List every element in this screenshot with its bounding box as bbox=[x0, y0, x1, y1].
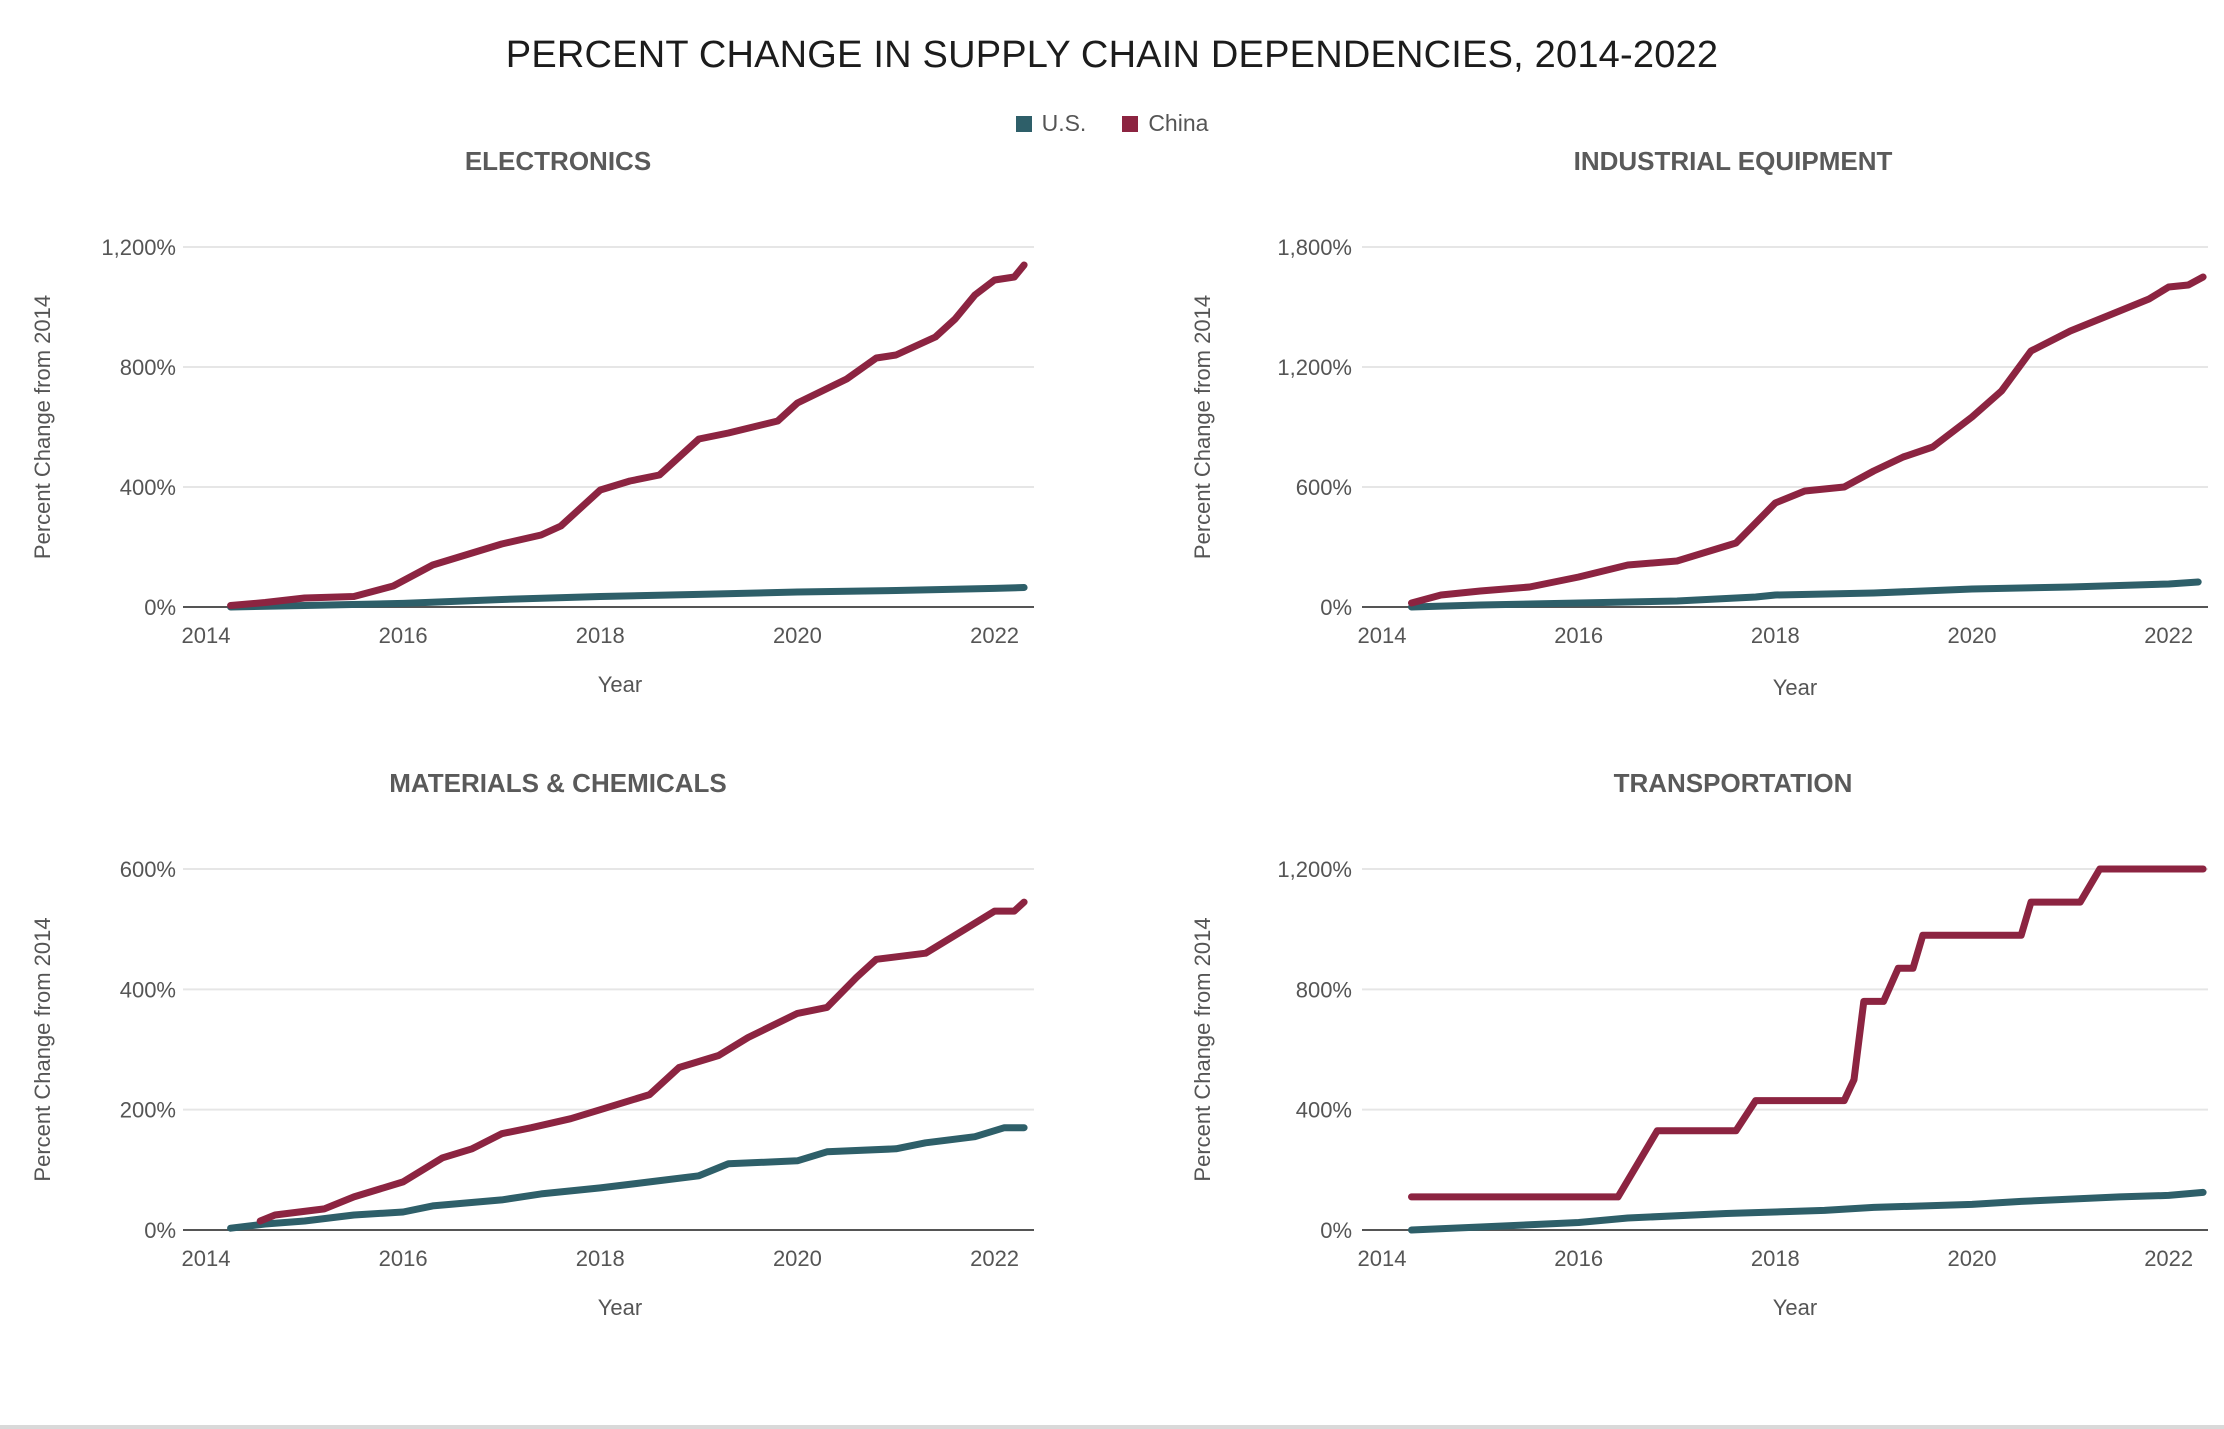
x-tick-label-materials-chemicals: 2020 bbox=[773, 1246, 822, 1271]
series-line-materials-chemicals-us bbox=[227, 1124, 1028, 1232]
y-tick-label-industrial-equipment: 600% bbox=[1296, 475, 1352, 500]
panel-title-transportation: TRANSPORTATION bbox=[1614, 768, 1853, 798]
x-tick-label-transportation: 2014 bbox=[1358, 1246, 1407, 1271]
y-axis-label-materials-chemicals: Percent Change from 2014 bbox=[30, 917, 55, 1181]
series-line-electronics-china bbox=[227, 261, 1028, 609]
panel-title-industrial-equipment: INDUSTRIAL EQUIPMENT bbox=[1574, 146, 1893, 176]
y-tick-label-materials-chemicals: 0% bbox=[144, 1218, 176, 1243]
y-tick-label-materials-chemicals: 400% bbox=[120, 977, 176, 1002]
x-axis-label-transportation: Year bbox=[1773, 1295, 1817, 1320]
series-line-transportation-china bbox=[1408, 865, 2207, 1201]
series-line-electronics-us bbox=[227, 584, 1028, 611]
y-tick-label-electronics: 1,200% bbox=[101, 235, 176, 260]
y-axis-label-industrial-equipment: Percent Change from 2014 bbox=[1190, 295, 1215, 559]
legend-item-us: U.S. bbox=[1015, 110, 1087, 137]
x-tick-label-industrial-equipment: 2020 bbox=[1948, 623, 1997, 648]
y-tick-label-industrial-equipment: 1,800% bbox=[1277, 235, 1352, 260]
series-line-industrial-equipment-china bbox=[1408, 273, 2207, 607]
x-tick-label-materials-chemicals: 2022 bbox=[970, 1246, 1019, 1271]
y-tick-label-transportation: 1,200% bbox=[1277, 857, 1352, 882]
bottom-divider bbox=[0, 1425, 2224, 1429]
legend-item-china: China bbox=[1122, 110, 1208, 137]
legend-swatch-us bbox=[1015, 115, 1032, 132]
x-tick-label-transportation: 2016 bbox=[1554, 1246, 1603, 1271]
y-tick-label-industrial-equipment: 0% bbox=[1320, 595, 1352, 620]
x-tick-label-electronics: 2020 bbox=[773, 623, 822, 648]
x-tick-label-transportation: 2022 bbox=[2144, 1246, 2193, 1271]
legend-label-us: U.S. bbox=[1041, 110, 1087, 136]
y-tick-label-transportation: 0% bbox=[1320, 1218, 1352, 1243]
series-line-transportation-us bbox=[1408, 1188, 2207, 1234]
x-tick-label-materials-chemicals: 2014 bbox=[182, 1246, 231, 1271]
legend: U.S. China bbox=[0, 110, 2224, 137]
panel-title-materials-chemicals: MATERIALS & CHEMICALS bbox=[389, 768, 727, 798]
y-tick-label-industrial-equipment: 1,200% bbox=[1277, 355, 1352, 380]
panel-title-electronics: ELECTRONICS bbox=[465, 146, 651, 176]
y-axis-label-transportation: Percent Change from 2014 bbox=[1190, 917, 1215, 1181]
x-axis-label-industrial-equipment: Year bbox=[1773, 675, 1817, 700]
series-line-industrial-equipment-us bbox=[1408, 578, 2202, 611]
y-tick-label-materials-chemicals: 600% bbox=[120, 857, 176, 882]
x-tick-label-transportation: 2020 bbox=[1948, 1246, 1997, 1271]
x-tick-label-materials-chemicals: 2016 bbox=[379, 1246, 428, 1271]
series-line-materials-chemicals-china bbox=[256, 898, 1028, 1225]
y-tick-label-transportation: 800% bbox=[1296, 977, 1352, 1002]
y-tick-label-electronics: 800% bbox=[120, 355, 176, 380]
x-tick-label-electronics: 2022 bbox=[970, 623, 1019, 648]
x-tick-label-materials-chemicals: 2018 bbox=[576, 1246, 625, 1271]
x-tick-label-transportation: 2018 bbox=[1751, 1246, 1800, 1271]
x-tick-label-electronics: 2018 bbox=[576, 623, 625, 648]
y-tick-label-transportation: 400% bbox=[1296, 1098, 1352, 1123]
y-tick-label-electronics: 0% bbox=[144, 595, 176, 620]
y-tick-label-materials-chemicals: 200% bbox=[120, 1098, 176, 1123]
x-tick-label-industrial-equipment: 2022 bbox=[2144, 623, 2193, 648]
x-tick-label-electronics: 2014 bbox=[182, 623, 231, 648]
x-tick-label-industrial-equipment: 2016 bbox=[1554, 623, 1603, 648]
x-axis-label-materials-chemicals: Year bbox=[598, 1295, 642, 1320]
chart-title: PERCENT CHANGE IN SUPPLY CHAIN DEPENDENC… bbox=[505, 34, 1719, 76]
legend-swatch-china bbox=[1122, 115, 1139, 132]
y-axis-label-electronics: Percent Change from 2014 bbox=[30, 295, 55, 559]
x-tick-label-electronics: 2016 bbox=[379, 623, 428, 648]
x-tick-label-industrial-equipment: 2018 bbox=[1751, 623, 1800, 648]
x-tick-label-industrial-equipment: 2014 bbox=[1358, 623, 1407, 648]
legend-label-china: China bbox=[1148, 110, 1209, 136]
x-axis-label-electronics: Year bbox=[598, 672, 642, 697]
y-tick-label-electronics: 400% bbox=[120, 475, 176, 500]
